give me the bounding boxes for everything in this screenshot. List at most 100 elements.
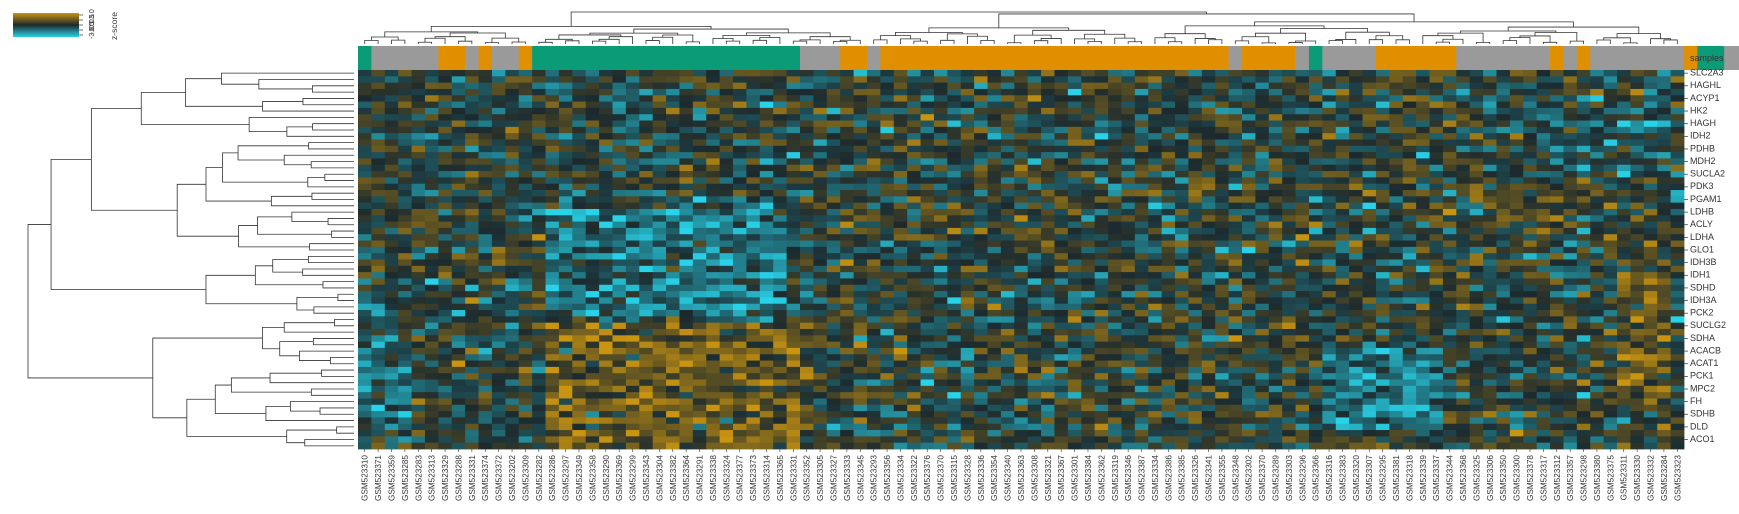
- heatmap-cell: [974, 177, 988, 185]
- heatmap-cell: [1563, 328, 1578, 336]
- heatmap-cell: [1550, 171, 1564, 178]
- heatmap-cell: [572, 88, 587, 96]
- heatmap-cell: [652, 291, 667, 298]
- heatmap-cell: [1469, 366, 1484, 374]
- heatmap-cell: [505, 278, 520, 286]
- heatmap-cell: [1148, 347, 1163, 355]
- heatmap-cell: [1188, 227, 1203, 235]
- heatmap-cell: [692, 335, 707, 343]
- heatmap-cell: [1590, 253, 1605, 260]
- heatmap-cell: [1175, 101, 1189, 109]
- heatmap-cell: [1603, 133, 1618, 140]
- heatmap-cell: [1027, 246, 1042, 254]
- heatmap-cell: [1134, 265, 1149, 273]
- dendrogram-link: [307, 176, 354, 188]
- heatmap-cell: [1442, 303, 1457, 311]
- heatmap-cell: [1215, 145, 1229, 153]
- heatmap-cell: [1362, 291, 1377, 298]
- heatmap-cell: [947, 354, 962, 361]
- heatmap-cell: [786, 76, 801, 84]
- heatmap-cell: [1509, 70, 1524, 77]
- heatmap-cell: [1000, 177, 1015, 185]
- heatmap-cell: [572, 139, 587, 147]
- dendrogram-link: [662, 34, 694, 42]
- heatmap-cell: [826, 335, 841, 343]
- heatmap-cell: [933, 101, 948, 109]
- heatmap-cell: [800, 114, 814, 121]
- heatmap-cell: [1603, 284, 1618, 292]
- heatmap-cell: [652, 227, 667, 235]
- heatmap-cell: [773, 164, 787, 172]
- heatmap-cell: [1362, 310, 1377, 317]
- heatmap-cell: [1322, 133, 1337, 140]
- heatmap-cell: [1590, 291, 1605, 298]
- heatmap-cell: [1523, 246, 1538, 254]
- colorbar-tick-label: 3.0: [89, 9, 96, 19]
- dendrogram-link: [980, 39, 995, 44]
- heatmap-cell: [840, 259, 854, 267]
- heatmap-cell: [960, 76, 975, 84]
- heatmap-cell: [1509, 114, 1524, 121]
- heatmap-cell: [1375, 227, 1390, 235]
- heatmap-cell: [1255, 107, 1270, 115]
- heatmap-cell: [786, 335, 801, 343]
- heatmap-cell: [1456, 190, 1471, 197]
- heatmap-cell: [558, 139, 573, 147]
- heatmap-cell: [558, 202, 573, 210]
- heatmap-cell: [893, 114, 908, 121]
- heatmap-cell: [866, 202, 881, 210]
- heatmap-cell: [1429, 284, 1444, 292]
- heatmap-cell: [1469, 152, 1484, 159]
- heatmap-cell: [1108, 291, 1122, 298]
- heatmap-cell: [974, 215, 988, 222]
- dendrogram-link: [1040, 38, 1062, 44]
- heatmap-cell: [505, 95, 520, 102]
- heatmap-cell: [746, 234, 761, 241]
- heatmap-cell: [465, 246, 479, 254]
- heatmap-cell: [1295, 335, 1310, 343]
- heatmap-cell: [1108, 107, 1122, 115]
- heatmap-cell: [1617, 328, 1631, 336]
- heatmap-cell: [1469, 177, 1484, 185]
- heatmap-cell: [733, 208, 747, 216]
- heatmap-cell: [1469, 82, 1484, 90]
- heatmap-cell: [505, 259, 520, 267]
- heatmap-cell: [786, 284, 801, 292]
- heatmap-cell: [1308, 265, 1323, 273]
- heatmap-cell: [1000, 347, 1015, 355]
- heatmap-cell: [1295, 133, 1310, 140]
- heatmap-cell: [1148, 133, 1163, 140]
- heatmap-cell: [398, 120, 412, 128]
- heatmap-cell: [759, 164, 774, 172]
- heatmap-cell: [893, 354, 908, 361]
- heatmap-cell: [639, 202, 654, 210]
- heatmap-cell: [746, 297, 761, 305]
- heatmap-cell: [826, 133, 841, 140]
- heatmap-cell: [1201, 70, 1216, 77]
- heatmap-cell: [1255, 152, 1270, 159]
- heatmap-cell: [505, 70, 520, 77]
- heatmap-cell: [1094, 76, 1109, 84]
- heatmap-cell: [907, 158, 921, 166]
- heatmap-cell: [585, 310, 600, 317]
- heatmap-cell: [1215, 171, 1229, 178]
- heatmap-cell: [1576, 240, 1591, 248]
- heatmap-cell: [1121, 253, 1136, 260]
- heatmap-cell: [358, 95, 372, 102]
- heatmap-cell: [1148, 366, 1163, 374]
- heatmap-cell: [813, 107, 828, 115]
- heatmap-cell: [1469, 133, 1484, 140]
- heatmap-cell: [1442, 208, 1457, 216]
- dendrogram-link: [1596, 39, 1611, 44]
- heatmap-cell: [679, 215, 694, 222]
- heatmap-cell: [1670, 259, 1685, 267]
- heatmap-cell: [478, 354, 493, 361]
- dendrogram-link: [449, 32, 506, 39]
- heatmap-cell: [1067, 114, 1082, 121]
- heatmap-cell: [545, 114, 560, 121]
- heatmap-cell: [893, 316, 908, 324]
- heatmap-cell: [1121, 190, 1136, 197]
- heatmap-cell: [371, 183, 386, 191]
- heatmap-cell: [1308, 133, 1323, 140]
- heatmap-cell: [746, 240, 761, 248]
